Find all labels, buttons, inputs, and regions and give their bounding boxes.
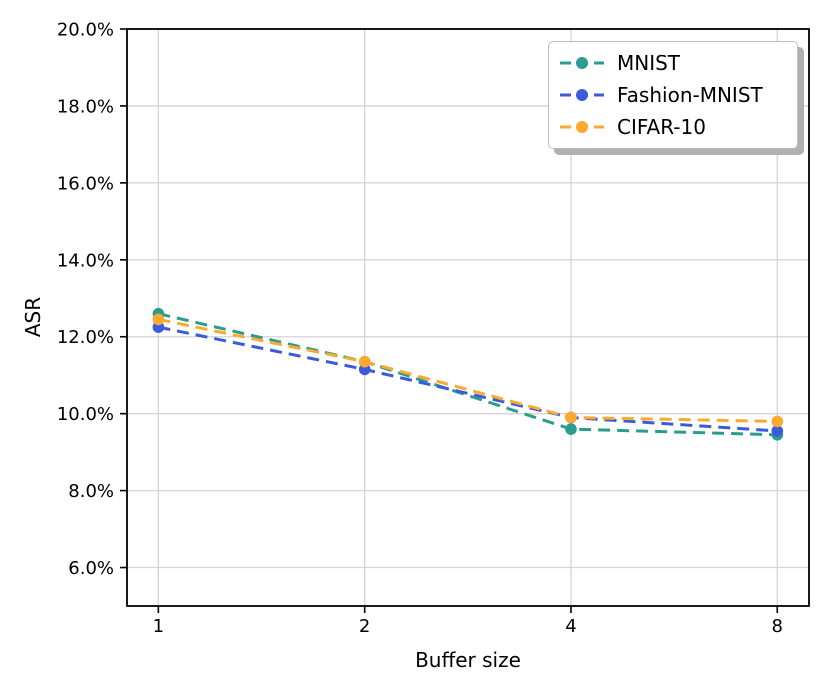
series-line-fashion-mnist — [158, 325, 778, 433]
legend-item-fashion-mnist: Fashion-MNIST — [559, 79, 787, 111]
legend-label-mnist: MNIST — [617, 51, 681, 75]
x-tick-label: 1 — [153, 616, 164, 637]
axis-ticks — [120, 28, 779, 613]
series-marker-fashion-mnist — [771, 425, 784, 437]
series-marker-cifar-10 — [152, 313, 165, 326]
x-tick-label: 4 — [565, 616, 576, 637]
y-tick-label: 10.0% — [57, 404, 114, 425]
series-line-mnist — [158, 312, 778, 437]
series-line-cifar-10 — [158, 317, 778, 423]
series-marker-cifar-10 — [771, 415, 784, 428]
tick-labels: 1 2 4 8 6.0% 8.0% 10.0% 12.0% 14.0% 16.0% 18.0% 20.… — [57, 20, 783, 638]
x-tick-label: 8 — [772, 616, 783, 637]
y-tick-label: 18.0% — [57, 96, 114, 117]
y-tick-label: 12.0% — [57, 327, 114, 348]
series-marker-cifar-10 — [565, 411, 577, 424]
legend-label-cifar-10: CIFAR-10 — [617, 115, 706, 139]
y-tick-label: 16.0% — [57, 173, 114, 194]
series-marker-mnist — [565, 423, 577, 435]
legend-marker-cifar-10 — [576, 121, 588, 133]
y-tick-label: 8.0% — [68, 481, 114, 502]
series-layer — [152, 307, 784, 441]
plot-border — [126, 28, 810, 607]
legend-line-sample-mnist — [560, 57, 604, 69]
legend-line-sample-cifar-10 — [560, 121, 604, 133]
series-marker-cifar-10 — [358, 355, 371, 368]
y-tick-label: 20.0% — [57, 20, 114, 41]
legend-line-sample-fashion-mnist — [560, 89, 604, 101]
x-axis-label: Buffer size — [415, 648, 521, 672]
legend-item-mnist: MNIST — [559, 47, 787, 79]
legend: MNIST Fashion-MNIST CIFAR-10 — [548, 41, 798, 149]
legend-label-fashion-mnist: Fashion-MNIST — [617, 83, 763, 107]
y-tick-label: 14.0% — [57, 250, 114, 271]
legend-item-cifar-10: CIFAR-10 — [559, 111, 787, 143]
legend-marker-mnist — [576, 57, 588, 69]
legend-marker-fashion-mnist — [576, 89, 588, 101]
x-tick-label: 2 — [359, 616, 370, 637]
y-axis-label: ASR — [21, 297, 45, 337]
y-tick-label: 6.0% — [68, 558, 114, 579]
